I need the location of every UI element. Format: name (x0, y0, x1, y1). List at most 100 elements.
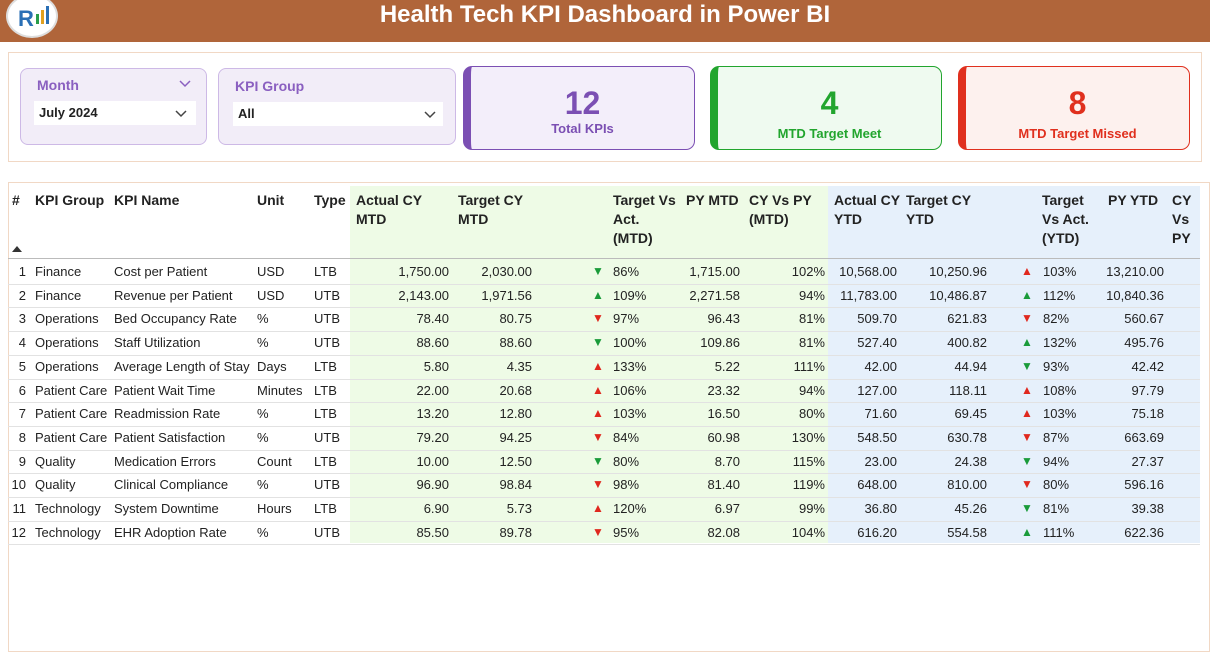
table-cell: % (257, 429, 269, 445)
card-value: 4 (820, 85, 839, 121)
month-dropdown[interactable]: July 2024 (34, 101, 196, 125)
status-arrow: ▼ (1021, 358, 1033, 373)
logo: R (6, 0, 58, 38)
table-cell: Revenue per Patient (114, 287, 233, 303)
table-cell: 2,271.58 (689, 287, 740, 303)
table-cell: 4.35 (506, 358, 532, 374)
table-cell: LTB (314, 358, 337, 374)
column-header: Target CY YTD (906, 192, 971, 227)
table-cell: 88.60 (499, 335, 532, 351)
table-cell: 11 (12, 501, 27, 516)
table-cell: Patient Care (35, 382, 108, 398)
table-cell: 5.22 (714, 358, 740, 374)
table-cell: UTB (314, 335, 340, 351)
chevron (424, 111, 436, 119)
table-cell: 810.00 (947, 477, 987, 493)
table-cell: 97.79 (1131, 382, 1164, 398)
table-cell: 81.40 (707, 477, 740, 493)
status-arrow: ▼ (1021, 477, 1033, 492)
table-cell: 509.70 (857, 311, 897, 327)
table-cell: 548.50 (857, 429, 897, 445)
status-arrow: ▼ (592, 453, 604, 468)
table-cell: 1,971.56 (481, 287, 532, 303)
table-cell: 6.90 (423, 501, 449, 516)
card-value: 12 (564, 85, 601, 121)
table-cell: 24.38 (954, 453, 987, 469)
table-cell: 80.75 (499, 311, 532, 327)
table-cell: Finance (35, 287, 82, 303)
table-cell: 106% (613, 382, 647, 398)
table-cell: 79.20 (416, 429, 449, 445)
month-slicer[interactable]: Month July 2024 (20, 68, 207, 145)
column-header: CY Vs PY (YTD) (1172, 192, 1209, 251)
table-cell: UTB (314, 477, 340, 493)
table-cell: LTB (314, 501, 337, 516)
table-cell: Minutes (257, 382, 303, 398)
column-header: CY Vs PY (MTD) (749, 192, 812, 227)
table-cell: 103% (613, 406, 647, 422)
table-cell: 630.78 (947, 429, 987, 445)
table-cell: 118.11 (949, 382, 987, 398)
row-divider (8, 544, 1200, 546)
table-cell: Staff Utilization (114, 335, 201, 351)
card-label: Total KPIs (551, 121, 614, 136)
table-cell: 12.50 (499, 453, 532, 469)
table-cell: 88.60 (416, 335, 449, 351)
kpi-group-slicer[interactable]: KPI Group All (218, 68, 456, 145)
table-cell: 86% (613, 264, 640, 279)
row-divider (8, 497, 1200, 498)
table-cell: 94% (798, 382, 825, 398)
table-cell: Medication Errors (114, 453, 216, 469)
table-cell: 60.98 (707, 429, 740, 445)
column-header: Actual CY YTD (834, 192, 900, 227)
status-arrow: ▼ (1021, 453, 1033, 468)
table-cell: 102% (791, 264, 825, 279)
status-arrow: ▼ (1021, 429, 1033, 444)
table-cell: 39.38 (1131, 501, 1164, 516)
table-cell: 1 (18, 264, 26, 279)
table-cell: 10,568.00 (839, 264, 897, 279)
table-cell: 22.00 (416, 382, 449, 398)
table-cell: 8 (18, 429, 26, 445)
table-cell: 120% (613, 501, 647, 516)
status-arrow: ▲ (592, 382, 604, 397)
kpi-card: 8 MTD Target Missed (958, 66, 1190, 150)
status-arrow: ▼ (592, 264, 604, 278)
table-cell: 10 (11, 477, 26, 493)
filter-panel (8, 52, 1202, 162)
kpi-group-dropdown[interactable]: All (233, 102, 443, 126)
chevron (179, 80, 191, 88)
table-cell: 94% (1043, 453, 1070, 469)
table-cell: 133% (613, 358, 647, 374)
table-cell: 4 (18, 335, 26, 351)
table-cell: 108% (1043, 382, 1077, 398)
row-divider (8, 402, 1200, 404)
column-header: Actual CY MTD (356, 192, 422, 227)
table-cell: 112% (1043, 287, 1076, 303)
table-cell: 400.82 (947, 335, 987, 351)
table-cell: 10,250.96 (929, 264, 987, 279)
table-cell: % (257, 311, 269, 327)
table-cell: 622.36 (1124, 524, 1164, 540)
table-cell: 93% (1043, 358, 1070, 374)
status-arrow: ▲ (592, 287, 604, 302)
table-cell: 82% (1043, 311, 1070, 327)
table-cell: 6.97 (714, 501, 740, 516)
table-cell: Bed Occupancy Rate (114, 311, 237, 327)
table-cell: 45.26 (954, 501, 987, 516)
table-cell: 1,750.00 (398, 264, 449, 279)
column-header: Target Vs Act. (YTD) (1042, 192, 1089, 246)
table-cell: % (257, 335, 269, 351)
table-cell: 132% (1043, 335, 1077, 351)
card-value: 8 (1068, 85, 1087, 121)
row-divider (8, 283, 1200, 285)
table-cell: 80% (613, 453, 640, 469)
table-cell: 111% (1043, 524, 1075, 540)
table-cell: 12.80 (499, 406, 532, 422)
svg-text:R: R (18, 6, 34, 31)
table-cell: 560.67 (1124, 311, 1164, 327)
table-cell: 94% (798, 287, 825, 303)
table-cell: Average Length of Stay (114, 358, 250, 374)
table-cell: System Downtime (114, 501, 219, 516)
